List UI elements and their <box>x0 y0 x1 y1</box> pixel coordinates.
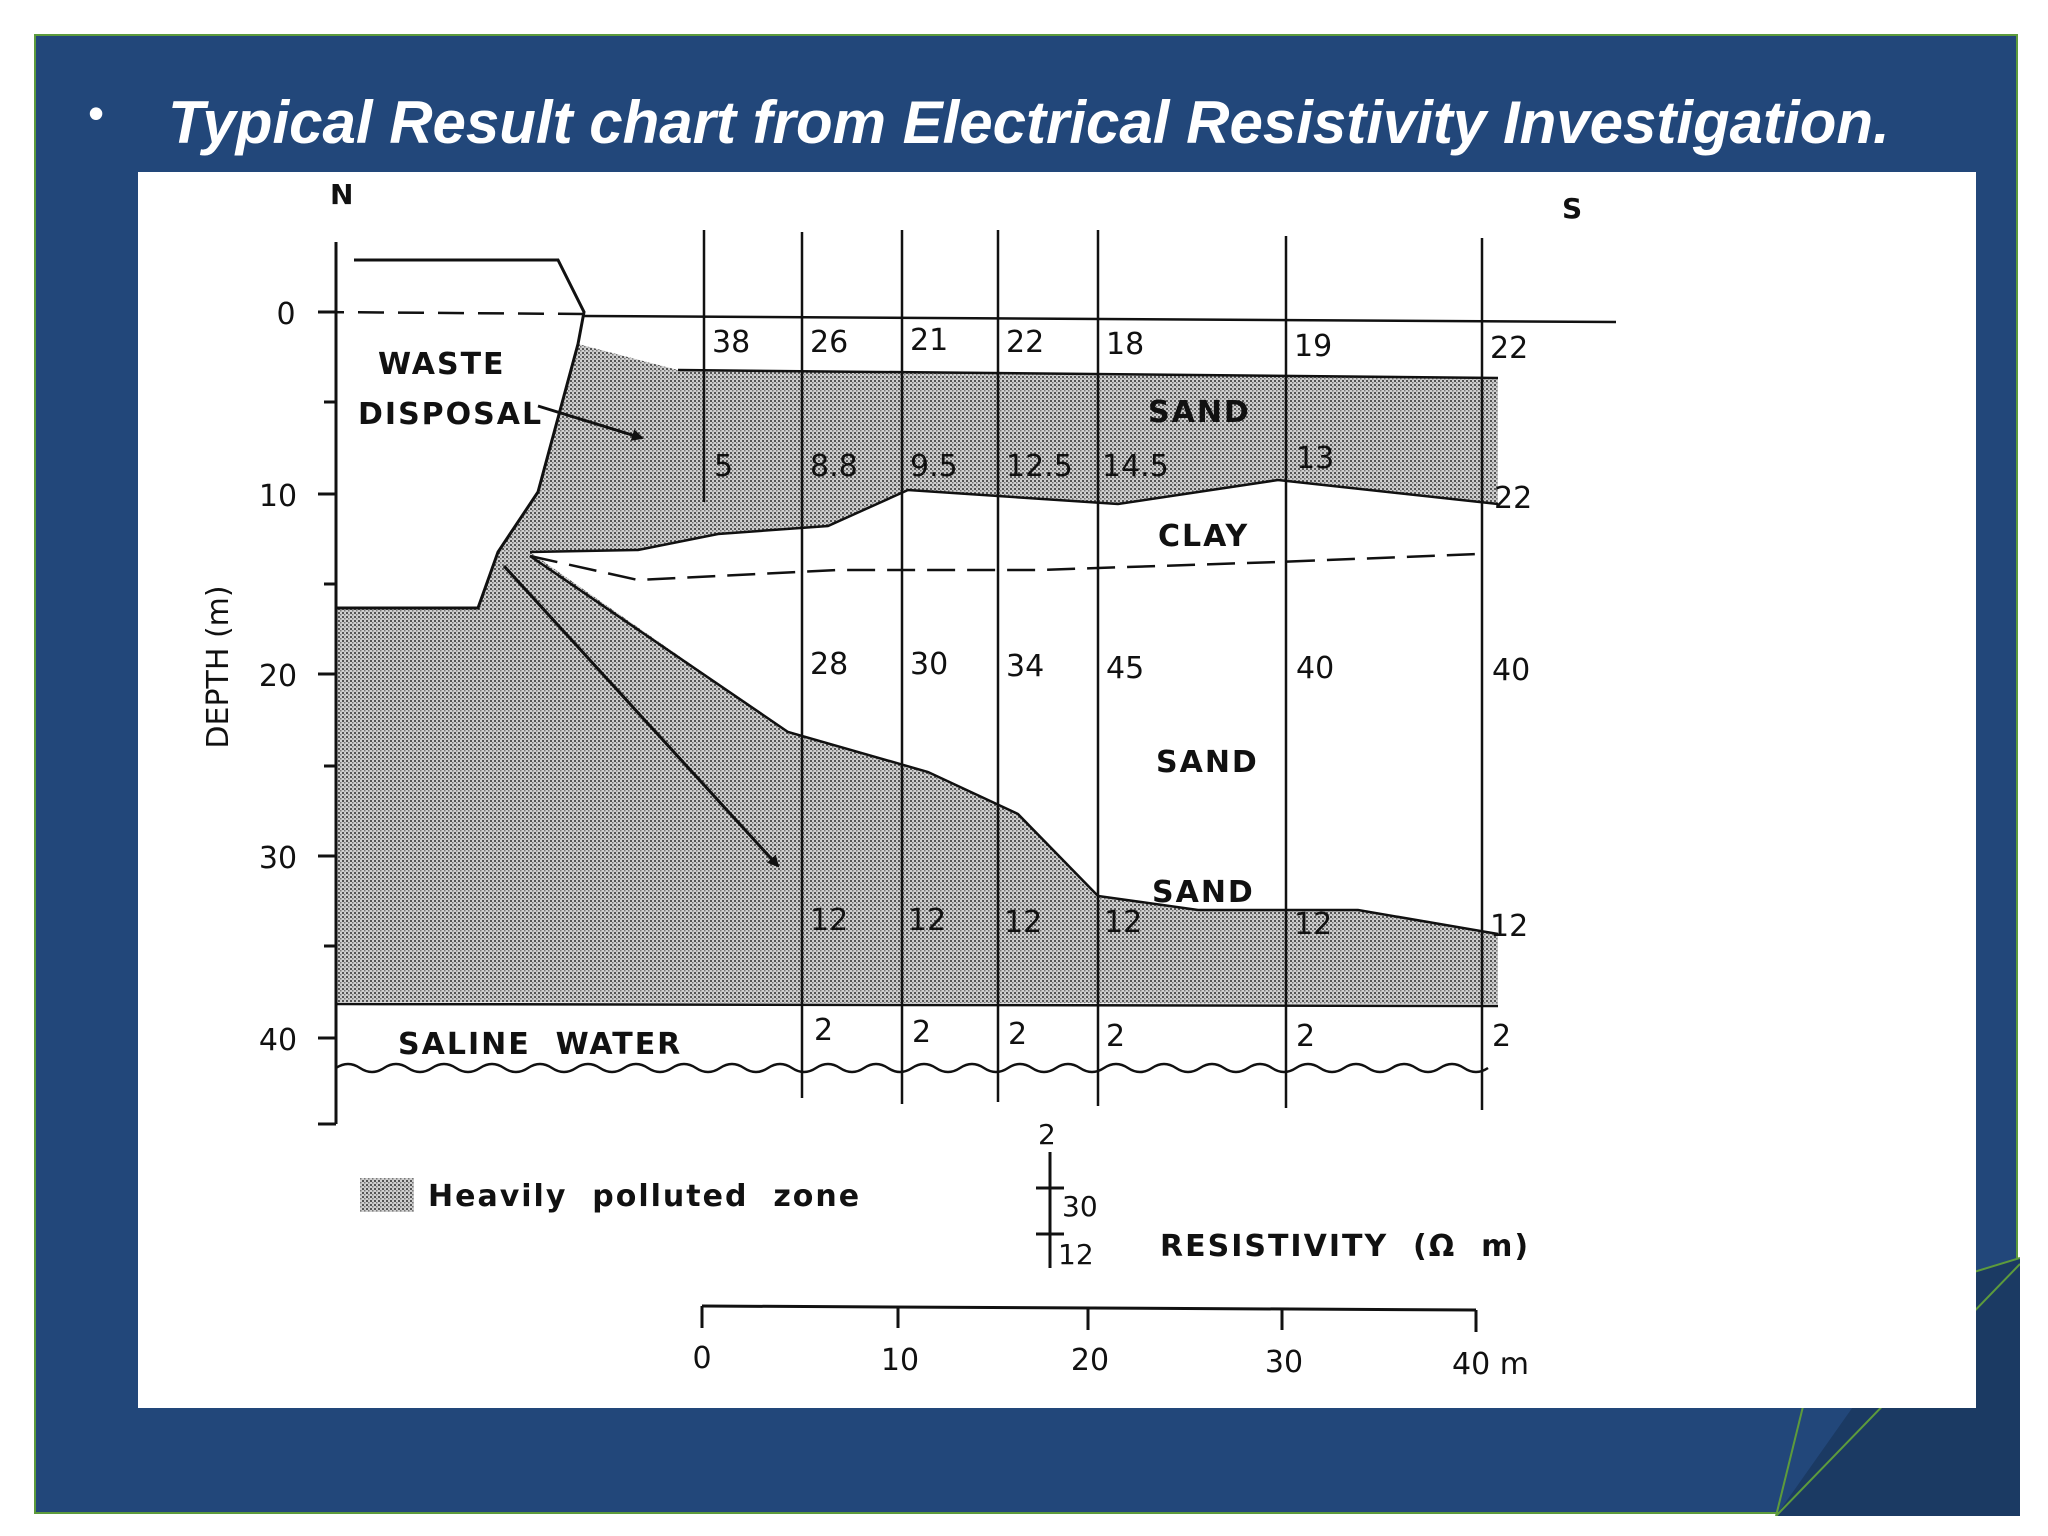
value-r3-1: 28 <box>810 647 848 682</box>
saline-water-label: SALINE WATER <box>398 1027 682 1062</box>
ground-surface-line <box>583 314 1617 324</box>
polluted-zone-lower <box>336 552 1498 1004</box>
flow-arrow-lower <box>502 564 780 868</box>
polluted-zone-swatch <box>360 1178 414 1212</box>
value-r1-1: 38 <box>712 325 750 360</box>
scale-tick-30: 30 <box>1265 1345 1303 1380</box>
resistivity-key-bottom: 12 <box>1058 1238 1094 1271</box>
waste-label-line1: WASTE <box>378 347 506 382</box>
depth-tick-0: 0 <box>276 297 295 332</box>
value-r2-5: 14.5 <box>1102 449 1169 484</box>
value-r2-3: 9.5 <box>910 449 958 484</box>
value-r4-5: 12 <box>1294 907 1332 942</box>
value-r3-5: 40 <box>1296 651 1334 686</box>
value-r2-6: 13 <box>1296 441 1334 476</box>
value-r4-1: 12 <box>810 903 848 938</box>
polluted-zone-legend: Heavily polluted zone <box>428 1179 861 1214</box>
value-r3-2: 30 <box>910 647 948 682</box>
value-r4-3: 12 <box>1004 905 1042 940</box>
value-r2-4: 12.5 <box>1006 449 1073 484</box>
flow-arrow-upper <box>537 404 644 441</box>
waste-disposal-outline <box>336 258 586 610</box>
clay-label: CLAY <box>1158 519 1249 554</box>
sand-lower-label: SAND <box>1152 875 1255 910</box>
value-r5-4: 2 <box>1106 1019 1125 1054</box>
depth-axis <box>318 242 338 1126</box>
value-r1-4: 22 <box>1006 325 1044 360</box>
sand-upper-label: SAND <box>1148 395 1251 430</box>
value-r4-6: 12 <box>1490 909 1528 944</box>
scale-tick-20: 20 <box>1071 1343 1109 1378</box>
zero-depth-dash <box>317 310 585 316</box>
resistivity-key-top: 2 <box>1038 1118 1056 1151</box>
value-r2-7: 22 <box>1494 481 1532 516</box>
sand-middle-label: SAND <box>1156 745 1259 780</box>
value-r1-2: 26 <box>810 325 848 360</box>
value-r4-2: 12 <box>908 903 946 938</box>
value-r4-4: 12 <box>1104 905 1142 940</box>
value-r3-3: 34 <box>1006 649 1044 684</box>
north-label: N <box>330 178 353 211</box>
value-r1-7: 22 <box>1490 331 1528 366</box>
depth-tick-40: 40 <box>259 1023 297 1058</box>
value-r3-4: 45 <box>1106 651 1144 686</box>
scale-tick-0: 0 <box>692 1341 711 1376</box>
depth-tick-30: 30 <box>259 841 297 876</box>
value-r1-6: 19 <box>1294 329 1332 364</box>
slide-frame: • Typical Result chart from Electrical R… <box>34 34 2020 1516</box>
scale-end-label: 40 m <box>1452 1347 1529 1382</box>
south-label: S <box>1562 192 1582 225</box>
waste-label-line2: DISPOSAL <box>358 397 543 432</box>
scale-tick-10: 10 <box>881 1343 919 1378</box>
resistivity-key-symbol <box>1036 1152 1064 1268</box>
depth-axis-label: DEPTH (m) <box>201 585 236 748</box>
sounding-lines <box>702 230 1484 1110</box>
value-r2-1: 5 <box>714 449 733 484</box>
depth-tick-20: 20 <box>259 659 297 694</box>
value-r5-1: 2 <box>814 1013 833 1048</box>
title-bullet: • <box>88 87 105 139</box>
layer-boundaries <box>335 368 1499 1074</box>
resistivity-unit-label: RESISTIVITY (Ω m) <box>1160 1229 1530 1264</box>
resistivity-key-middle: 30 <box>1062 1190 1098 1223</box>
value-r5-6: 2 <box>1492 1019 1511 1054</box>
horizontal-scale-bar <box>700 1304 1478 1332</box>
depth-tick-10: 10 <box>259 479 297 514</box>
value-r5-2: 2 <box>912 1015 931 1050</box>
value-r5-3: 2 <box>1008 1017 1027 1052</box>
value-r2-2: 8.8 <box>810 449 858 484</box>
value-r5-5: 2 <box>1296 1019 1315 1054</box>
value-r1-3: 21 <box>910 323 948 358</box>
value-r3-6: 40 <box>1492 653 1530 688</box>
value-r1-5: 18 <box>1106 327 1144 362</box>
slide-title: Typical Result chart from Electrical Res… <box>168 89 1890 156</box>
resistivity-cross-section: 0 10 20 30 40 DEPTH (m) N S WASTE DISPOS… <box>138 172 1976 1408</box>
